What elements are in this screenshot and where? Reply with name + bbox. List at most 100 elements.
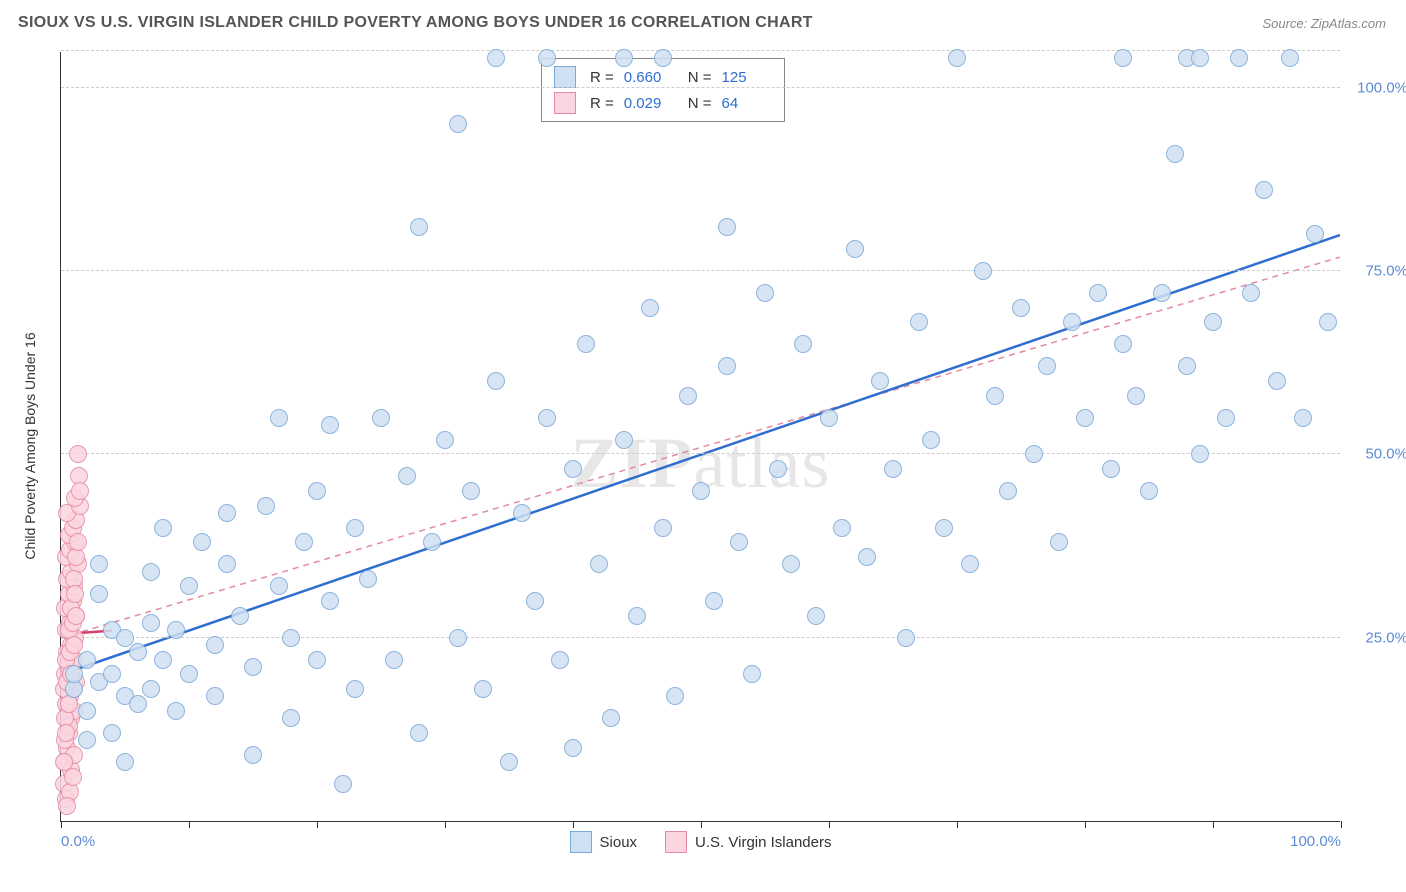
data-point-sioux — [1178, 357, 1196, 375]
data-point-sioux — [270, 577, 288, 595]
data-point-sioux — [1204, 313, 1222, 331]
data-point-sioux — [244, 658, 262, 676]
data-point-sioux — [193, 533, 211, 551]
data-point-sioux — [449, 115, 467, 133]
gridline — [61, 637, 1340, 638]
data-point-sioux — [551, 651, 569, 669]
data-point-sioux — [794, 335, 812, 353]
data-point-sioux — [564, 460, 582, 478]
data-point-sioux — [1063, 313, 1081, 331]
data-point-sioux — [1191, 49, 1209, 67]
y-tick-label: 100.0% — [1357, 79, 1406, 96]
data-point-sioux — [756, 284, 774, 302]
data-point-sioux — [257, 497, 275, 515]
data-point-sioux — [1089, 284, 1107, 302]
data-point-sioux — [346, 680, 364, 698]
source-attribution: Source: ZipAtlas.com — [1262, 16, 1386, 31]
data-point-sioux — [129, 695, 147, 713]
watermark-atlas: atlas — [694, 423, 831, 503]
y-axis-label: Child Poverty Among Boys Under 16 — [22, 332, 38, 559]
data-point-sioux — [1153, 284, 1171, 302]
data-point-sioux — [321, 416, 339, 434]
data-point-sioux — [308, 482, 326, 500]
data-point-sioux — [897, 629, 915, 647]
data-point-sioux — [1025, 445, 1043, 463]
gridline — [61, 87, 1340, 88]
data-point-sioux — [385, 651, 403, 669]
data-point-sioux — [538, 49, 556, 67]
r-value-sioux: 0.660 — [624, 69, 674, 86]
x-tick-label: 0.0% — [61, 833, 95, 850]
data-point-sioux — [231, 607, 249, 625]
n-value-usvi: 64 — [722, 95, 772, 112]
data-point-sioux — [65, 665, 83, 683]
legend-label-usvi: U.S. Virgin Islanders — [695, 834, 831, 851]
data-point-sioux — [615, 49, 633, 67]
data-point-usvi — [67, 607, 85, 625]
data-point-sioux — [218, 555, 236, 573]
data-point-sioux — [782, 555, 800, 573]
n-label: N = — [688, 95, 712, 112]
data-point-sioux — [1102, 460, 1120, 478]
x-tick — [189, 821, 190, 828]
data-point-sioux — [615, 431, 633, 449]
data-point-sioux — [577, 335, 595, 353]
data-point-sioux — [654, 49, 672, 67]
legend-swatch-sioux — [570, 831, 592, 853]
legend-swatch-usvi — [665, 831, 687, 853]
data-point-sioux — [641, 299, 659, 317]
data-point-sioux — [986, 387, 1004, 405]
scatter-plot-area: ZIPatlas R = 0.660 N = 125 R = 0.029 N =… — [60, 52, 1340, 822]
r-label: R = — [590, 69, 614, 86]
data-point-sioux — [948, 49, 966, 67]
data-point-sioux — [526, 592, 544, 610]
data-point-sioux — [1255, 181, 1273, 199]
data-point-sioux — [321, 592, 339, 610]
data-point-sioux — [180, 665, 198, 683]
data-point-sioux — [743, 665, 761, 683]
data-point-sioux — [1294, 409, 1312, 427]
data-point-sioux — [282, 709, 300, 727]
data-point-usvi — [69, 445, 87, 463]
data-point-sioux — [1230, 49, 1248, 67]
data-point-sioux — [78, 731, 96, 749]
data-point-sioux — [564, 739, 582, 757]
x-tick — [1341, 821, 1342, 828]
data-point-sioux — [500, 753, 518, 771]
data-point-sioux — [436, 431, 454, 449]
x-tick — [317, 821, 318, 828]
data-point-sioux — [142, 614, 160, 632]
data-point-sioux — [1050, 533, 1068, 551]
y-tick-label: 25.0% — [1365, 629, 1406, 646]
data-point-sioux — [871, 372, 889, 390]
data-point-sioux — [270, 409, 288, 427]
data-point-sioux — [116, 629, 134, 647]
x-tick — [1085, 821, 1086, 828]
data-point-sioux — [334, 775, 352, 793]
data-point-sioux — [487, 49, 505, 67]
series-legend: Sioux U.S. Virgin Islanders — [570, 831, 832, 853]
data-point-sioux — [346, 519, 364, 537]
trend-line-sioux — [61, 235, 1340, 674]
data-point-sioux — [820, 409, 838, 427]
data-point-sioux — [449, 629, 467, 647]
data-point-sioux — [961, 555, 979, 573]
y-tick-label: 75.0% — [1365, 263, 1406, 280]
data-point-sioux — [1281, 49, 1299, 67]
data-point-sioux — [308, 651, 326, 669]
legend-swatch-sioux — [554, 66, 576, 88]
data-point-sioux — [282, 629, 300, 647]
data-point-sioux — [999, 482, 1017, 500]
data-point-sioux — [78, 702, 96, 720]
data-point-usvi — [58, 797, 76, 815]
data-point-sioux — [1319, 313, 1337, 331]
data-point-sioux — [142, 563, 160, 581]
data-point-sioux — [1114, 335, 1132, 353]
x-tick — [573, 821, 574, 828]
data-point-sioux — [833, 519, 851, 537]
data-point-sioux — [154, 651, 172, 669]
data-point-sioux — [730, 533, 748, 551]
legend-item-sioux: Sioux — [570, 831, 638, 853]
data-point-sioux — [1166, 145, 1184, 163]
data-point-sioux — [846, 240, 864, 258]
